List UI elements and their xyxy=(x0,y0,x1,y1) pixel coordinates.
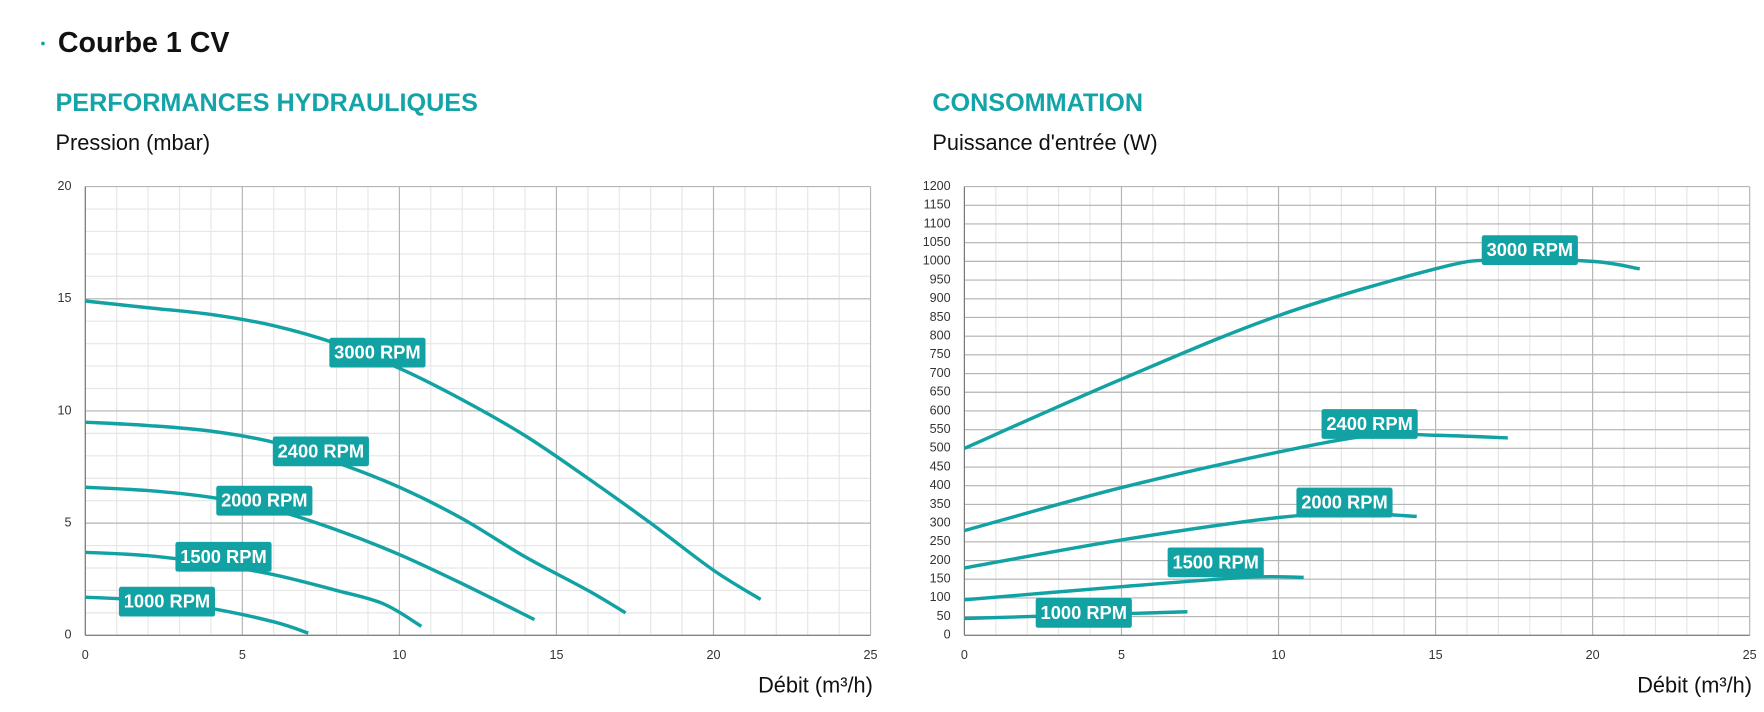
x-tick-label: 0 xyxy=(961,648,968,662)
y-tick-label: 15 xyxy=(58,291,72,305)
x-tick-label: 15 xyxy=(1429,648,1443,662)
y-tick-label: 700 xyxy=(930,366,951,380)
series-label-box xyxy=(1296,487,1393,518)
series-label-box xyxy=(216,485,313,516)
series-label-box xyxy=(329,337,426,368)
series-label: 1000 RPM xyxy=(1041,602,1127,623)
y-tick-label: 1150 xyxy=(924,198,951,212)
series-line xyxy=(963,257,1641,450)
y-tick-label: 400 xyxy=(930,478,951,492)
series-label-box xyxy=(175,541,272,572)
series-label: 3000 RPM xyxy=(334,342,420,363)
y-tick-label: 1050 xyxy=(923,235,951,249)
series-label-box xyxy=(1321,409,1418,439)
y-tick-label: 1000 xyxy=(923,254,951,268)
series-line xyxy=(85,485,536,622)
y-tick-label: 1200 xyxy=(923,179,951,193)
x-axis-label: Débit (m³/h) xyxy=(1637,673,1752,698)
y-tick-label: 350 xyxy=(930,497,951,511)
heading: Courbe 1 CV xyxy=(58,27,230,59)
series-label-box xyxy=(1035,597,1132,628)
y-tick-label: 650 xyxy=(930,385,951,399)
series-label: 2400 RPM xyxy=(278,440,364,461)
series-label-box xyxy=(1481,235,1578,266)
y-tick-label: 500 xyxy=(930,441,951,455)
x-tick-label: 20 xyxy=(707,648,721,662)
series-line xyxy=(85,420,627,615)
series-line xyxy=(963,432,1508,533)
bullet xyxy=(41,41,45,46)
y-tick-label: 150 xyxy=(930,572,951,586)
y-tick-label: 850 xyxy=(930,310,951,324)
y-tick-label: 50 xyxy=(937,609,951,623)
series-label-box xyxy=(118,586,216,617)
series-label: 2000 RPM xyxy=(221,490,307,511)
series-label: 1500 RPM xyxy=(1172,551,1258,572)
x-tick-label: 15 xyxy=(549,648,563,662)
y-tick-label: 550 xyxy=(930,422,951,436)
y-tick-label: 10 xyxy=(58,403,72,417)
x-tick-label: 10 xyxy=(392,648,406,662)
y-axis-label: Puissance d'entrée (W) xyxy=(932,130,1157,155)
x-tick-label: 0 xyxy=(82,648,89,662)
y-tick-label: 300 xyxy=(930,515,951,529)
chart-title: PERFORMANCES HYDRAULIQUES xyxy=(56,89,478,117)
y-tick-label: 600 xyxy=(930,403,951,417)
series-label-box xyxy=(272,436,369,467)
y-tick-label: 1100 xyxy=(924,216,951,230)
series-line xyxy=(85,550,423,628)
y-tick-label: 0 xyxy=(944,628,951,642)
series-label: 3000 RPM xyxy=(1487,239,1573,260)
x-tick-label: 10 xyxy=(1272,648,1286,662)
series-line xyxy=(85,299,762,601)
series-label: 2400 RPM xyxy=(1326,413,1412,434)
y-tick-label: 800 xyxy=(930,328,951,342)
y-tick-label: 20 xyxy=(58,179,72,193)
y-axis-label: Pression (mbar) xyxy=(56,130,211,155)
x-tick-label: 5 xyxy=(1118,648,1125,662)
series-label: 2000 RPM xyxy=(1301,492,1387,513)
y-tick-label: 200 xyxy=(930,553,951,567)
x-tick-label: 25 xyxy=(1743,648,1757,662)
series-label: 1000 RPM xyxy=(124,591,210,612)
y-tick-label: 950 xyxy=(930,272,951,286)
series-label: 1500 RPM xyxy=(180,546,266,567)
y-tick-label: 900 xyxy=(930,291,951,305)
y-tick-label: 250 xyxy=(930,534,951,548)
y-tick-label: 5 xyxy=(65,515,72,529)
x-tick-label: 25 xyxy=(864,648,878,662)
x-axis-label: Débit (m³/h) xyxy=(758,673,873,698)
y-tick-label: 0 xyxy=(65,628,72,642)
y-tick-label: 100 xyxy=(930,590,951,604)
series-line xyxy=(964,574,1304,602)
x-tick-label: 5 xyxy=(239,648,246,662)
chart-title: CONSOMMATION xyxy=(932,89,1143,117)
y-tick-label: 450 xyxy=(930,459,951,473)
y-tick-label: 750 xyxy=(930,347,951,361)
series-label-box xyxy=(1167,547,1264,578)
x-tick-label: 20 xyxy=(1586,648,1600,662)
